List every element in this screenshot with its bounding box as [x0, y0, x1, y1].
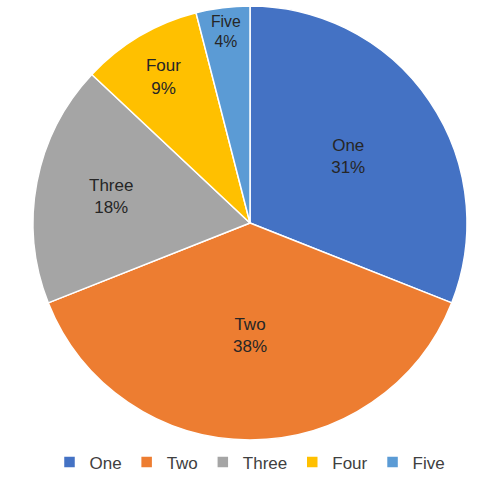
svg-text:Five4%: Five4% — [211, 13, 241, 50]
svg-text:Two38%: Two38% — [233, 315, 267, 356]
svg-text:Four: Four — [332, 454, 367, 473]
svg-text:One31%: One31% — [331, 136, 365, 177]
svg-text:Four9%: Four9% — [146, 56, 181, 97]
svg-text:Three18%: Three18% — [89, 176, 133, 217]
svg-text:Three: Three — [243, 454, 287, 473]
svg-text:Two: Two — [167, 454, 198, 473]
svg-text:One: One — [90, 454, 122, 473]
svg-text:Five: Five — [413, 454, 445, 473]
